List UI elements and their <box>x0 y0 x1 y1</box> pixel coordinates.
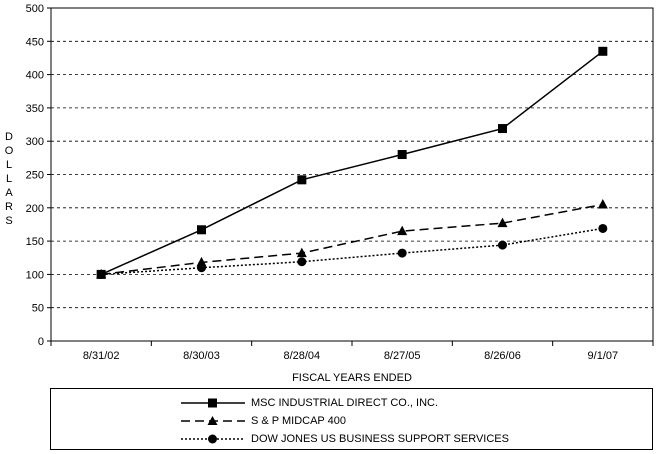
y-tick-label: 400 <box>26 70 44 82</box>
y-tick-label: 150 <box>26 236 44 248</box>
x-tick-label: 9/1/07 <box>588 350 619 362</box>
data-point-square <box>498 124 507 134</box>
y-tick-label: 300 <box>26 136 44 148</box>
x-tick-label: 8/28/04 <box>283 350 320 362</box>
data-point-circle <box>197 263 206 273</box>
y-tick-label: 200 <box>26 203 44 215</box>
data-point-circle <box>96 269 106 279</box>
x-tick-label: 8/30/03 <box>183 350 220 362</box>
legend-item-sp-midcap: S & P MIDCAP 400 <box>181 413 346 429</box>
legend-item-msc: MSC INDUSTRIAL DIRECT CO., INC. <box>181 395 438 411</box>
data-point-triangle <box>597 198 608 209</box>
y-tick-label: 100 <box>26 269 44 281</box>
gridlines <box>51 40 653 309</box>
data-point-square <box>598 46 608 56</box>
y-tick-label: 350 <box>26 103 44 115</box>
y-tick-label: 500 <box>26 3 44 15</box>
data-point-circle <box>297 257 307 267</box>
y-axis-label-letter: L <box>6 159 12 171</box>
y-tick-label: 50 <box>32 303 44 315</box>
data-point-circle <box>498 240 507 250</box>
data-point-circle <box>397 248 407 258</box>
plot-frame <box>50 7 654 342</box>
data-point-triangle <box>497 217 508 228</box>
data-point-square <box>297 175 307 185</box>
legend-label: MSC INDUSTRIAL DIRECT CO., INC. <box>251 397 439 409</box>
x-tick-label: 8/31/02 <box>83 350 120 362</box>
series-group <box>96 46 608 279</box>
y-tick-label: 450 <box>26 36 44 48</box>
y-axis-ticks: 0 50 100 150 200 250 300 350 400 450 500 <box>26 3 51 348</box>
y-axis-label-letter: D <box>5 131 13 143</box>
legend-item-dow-jones: DOW JONES US BUSINESS SUPPORT SERVICES <box>181 431 509 447</box>
series-line <box>101 227 603 276</box>
data-point-square <box>397 150 407 160</box>
y-tick-label: 250 <box>26 170 44 182</box>
y-axis-label-letter: A <box>5 187 13 199</box>
y-axis-label-letter: L <box>6 173 12 185</box>
legend: MSC INDUSTRIAL DIRECT CO., INC. S & P MI… <box>50 388 653 450</box>
series-3 <box>96 223 608 279</box>
x-tick-label: 8/27/05 <box>384 350 421 362</box>
legend-marker-triangle-icon <box>181 416 245 425</box>
y-axis-label-letter: O <box>5 145 14 157</box>
series-line <box>100 50 604 276</box>
y-axis-label-letter: S <box>5 215 12 227</box>
legend-marker-circle-icon <box>181 434 245 444</box>
series-1 <box>96 46 608 279</box>
data-point-triangle <box>296 247 307 258</box>
data-point-triangle <box>397 225 408 236</box>
data-point-circle <box>598 223 608 233</box>
y-axis-label-letter: R <box>5 201 13 213</box>
y-tick-label: 0 <box>38 336 44 348</box>
series-2 <box>96 198 608 279</box>
series-line <box>101 203 603 276</box>
legend-label: S & P MIDCAP 400 <box>251 415 346 427</box>
x-tick-label: 8/26/06 <box>484 350 521 362</box>
x-axis-ticks: 8/31/02 8/30/03 8/28/04 8/27/05 8/26/06 9/1/0… <box>50 341 654 362</box>
data-point-square <box>197 225 206 235</box>
x-axis-label: FISCAL YEARS ENDED <box>292 372 412 384</box>
legend-label: DOW JONES US BUSINESS SUPPORT SERVICES <box>251 433 509 445</box>
legend-marker-square-icon <box>181 398 245 408</box>
